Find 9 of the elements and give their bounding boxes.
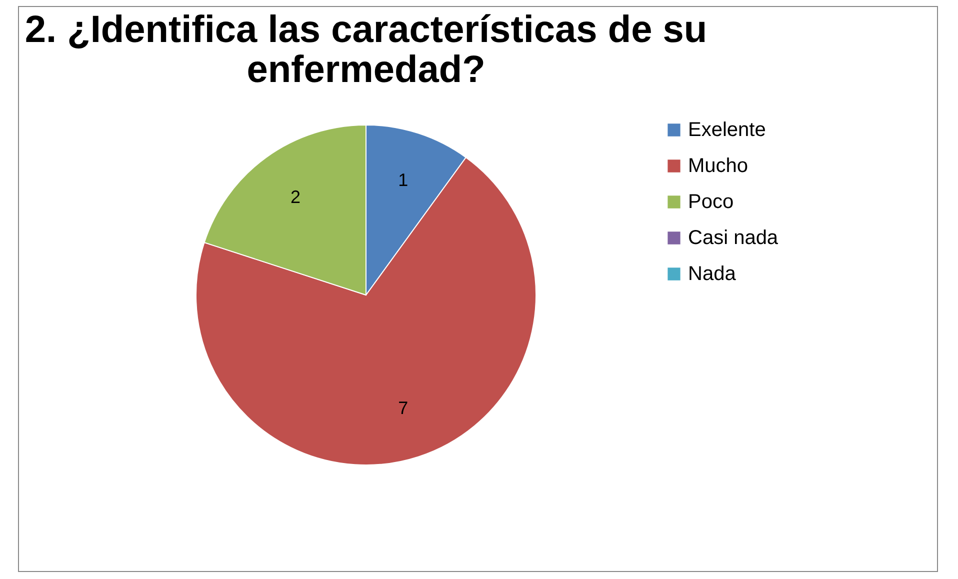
legend-label: Nada (688, 263, 737, 285)
data-label: 1 (398, 170, 408, 190)
legend-label: Casi nada (688, 227, 779, 249)
legend-label: Poco (688, 191, 734, 213)
legend-label: Mucho (688, 155, 748, 177)
legend-label: Exelente (688, 119, 766, 141)
data-label: 2 (290, 186, 300, 207)
data-label: 7 (398, 398, 408, 418)
chart-title: 2. ¿Identifica las características de su enfermedad? (24, 9, 708, 91)
